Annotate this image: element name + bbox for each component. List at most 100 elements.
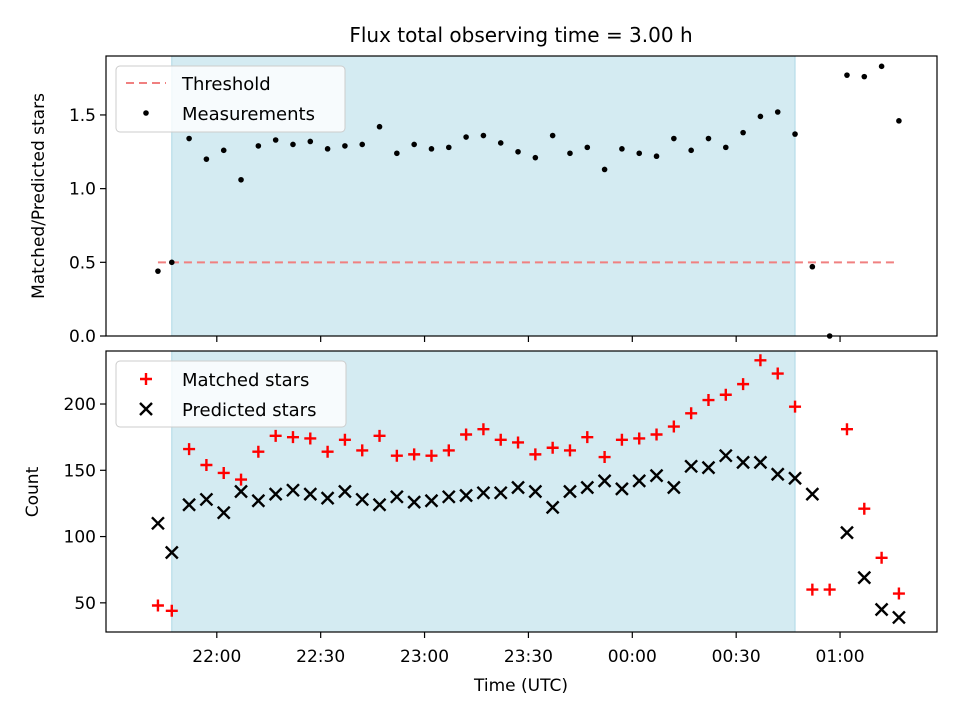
predicted-star-point	[718, 448, 733, 463]
measurement-point	[809, 263, 816, 270]
matched-star-point	[529, 448, 542, 461]
matched-star-point	[442, 444, 455, 457]
measurement-point	[186, 135, 192, 142]
predicted-star-point	[511, 480, 525, 495]
predicted-star-point	[476, 485, 491, 500]
matched-star-point	[425, 449, 438, 462]
measurement-point	[688, 147, 694, 154]
y-axis-label-top: Matched/Predicted stars	[29, 93, 49, 299]
matched-star-point	[217, 466, 230, 479]
measurement-point	[619, 146, 625, 152]
measurement-point	[376, 123, 383, 130]
measurement-point	[584, 144, 591, 151]
predicted-star-point	[528, 484, 543, 499]
measurement-point	[636, 150, 643, 157]
predicted-star-point	[597, 474, 612, 488]
matched-star-point	[200, 458, 213, 471]
legend-predicted-label: Predicted stars	[182, 400, 316, 421]
matched-star-point	[806, 583, 819, 596]
measurement-point	[896, 118, 902, 124]
matched-star-point	[269, 429, 282, 442]
predicted-star-point	[649, 468, 664, 483]
matched-star-point	[789, 400, 802, 413]
measurement-point	[168, 259, 175, 266]
measurement-point	[497, 140, 504, 146]
matched-star-point	[840, 423, 853, 436]
matched-star-point	[598, 451, 611, 464]
x-tick-label: 01:00	[816, 647, 865, 667]
predicted-star-point	[424, 493, 439, 508]
legend-top: Threshold Measurements	[115, 65, 346, 133]
matched-star-point	[373, 429, 386, 442]
measurement-point	[705, 135, 712, 142]
y-axis-ticks-top: 0.0 0.5 1.0 1.5	[69, 106, 106, 347]
predicted-star-point	[459, 488, 473, 503]
count-points	[151, 354, 906, 625]
y-tick-label: 200	[64, 395, 96, 415]
x-tick-label: 23:30	[504, 647, 553, 667]
x-axis-label: Time (UTC)	[473, 676, 568, 696]
matched-star-point	[338, 433, 351, 446]
predicted-star-point	[892, 610, 906, 625]
predicted-star-point	[788, 471, 802, 486]
measurement-point	[463, 134, 469, 140]
x-axis-ticks-top	[216, 336, 841, 342]
matched-star-point	[563, 444, 576, 457]
measurement-point	[844, 72, 850, 78]
matched-star-point	[892, 587, 905, 600]
predicted-star-point	[216, 505, 231, 520]
x-tick-label: 00:30	[712, 647, 761, 667]
matched-star-point	[494, 433, 507, 446]
legend-predicted-swatch	[139, 402, 153, 416]
measurement-points	[155, 63, 902, 339]
predicted-star-point	[251, 493, 266, 508]
matched-star-point	[512, 436, 525, 449]
predicted-star-point	[857, 570, 872, 585]
predicted-star-point	[580, 480, 595, 495]
predicted-star-point	[840, 525, 854, 540]
x-tick-label: 23:00	[400, 647, 449, 667]
y-tick-label: 0.5	[69, 253, 96, 273]
matched-star-point	[286, 431, 299, 444]
predicted-star-point	[441, 489, 456, 504]
predicted-star-point	[372, 497, 387, 512]
matched-star-point	[165, 604, 178, 617]
measurement-point	[792, 131, 798, 137]
predicted-star-point	[753, 455, 768, 470]
matched-star-point	[408, 448, 421, 461]
predicted-star-point	[615, 482, 629, 496]
measurement-point	[155, 268, 161, 274]
predicted-star-point	[355, 492, 370, 507]
y-tick-label: 0.0	[69, 327, 96, 347]
measurement-point	[757, 113, 764, 120]
matched-star-point	[390, 449, 403, 462]
matched-star-point	[321, 445, 334, 458]
y-tick-label: 150	[64, 461, 96, 481]
matched-star-point	[252, 445, 265, 458]
matched-star-point	[356, 444, 369, 457]
measurement-point	[324, 146, 331, 152]
measurement-point	[411, 141, 417, 148]
matched-star-point	[737, 378, 750, 391]
matched-star-point	[754, 354, 767, 367]
measurement-point	[359, 141, 366, 148]
measurement-point	[342, 143, 348, 149]
predicted-star-point	[736, 455, 750, 470]
matched-star-point	[685, 407, 698, 420]
y-axis-ticks-bottom: 50 100 150 200	[64, 395, 106, 614]
x-axis-ticks-bottom: 22:00 22:30 23:00 23:30 00:00 00:30 01:00	[192, 632, 865, 667]
matched-star-point	[650, 428, 663, 441]
y-tick-label: 100	[64, 528, 96, 548]
predicted-star-point	[684, 459, 699, 474]
measurement-point	[861, 73, 868, 80]
x-tick-label: 22:00	[192, 647, 241, 667]
predicted-star-point	[164, 545, 179, 560]
predicted-star-point	[563, 484, 577, 499]
y-tick-label: 50	[74, 594, 96, 614]
legend-matched-label: Matched stars	[182, 370, 309, 391]
plot-frame-top	[105, 55, 938, 337]
predicted-star-point	[407, 495, 422, 509]
legend-box-bottom	[115, 360, 347, 428]
measurement-point	[653, 153, 660, 160]
y-axis-label-bottom: Count	[23, 466, 43, 517]
